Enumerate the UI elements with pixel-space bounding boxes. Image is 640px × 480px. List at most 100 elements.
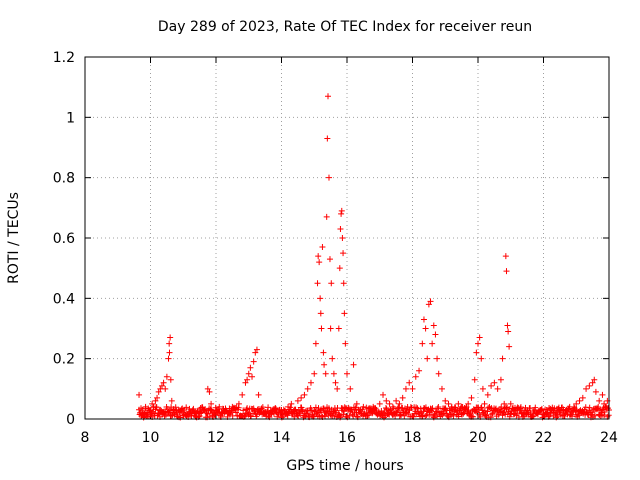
data-point xyxy=(596,397,603,404)
data-point xyxy=(530,412,537,419)
data-point xyxy=(412,373,419,380)
baseline-point xyxy=(296,409,303,416)
data-point xyxy=(409,385,416,392)
data-point xyxy=(247,364,254,371)
x-tick-label: 16 xyxy=(338,430,356,446)
data-point xyxy=(520,409,527,416)
baseline-point xyxy=(450,412,457,419)
data-point xyxy=(255,391,262,398)
baseline-point xyxy=(242,413,249,420)
data-point xyxy=(149,400,156,407)
data-point xyxy=(481,400,488,407)
data-point xyxy=(140,409,147,416)
data-point xyxy=(494,385,501,392)
baseline-point xyxy=(434,405,441,412)
data-point xyxy=(216,403,223,410)
data-point xyxy=(488,382,495,389)
data-point xyxy=(160,379,167,386)
y-tick-label: 0.8 xyxy=(53,171,75,187)
data-point xyxy=(278,406,285,413)
baseline-point xyxy=(392,408,399,415)
data-point xyxy=(232,406,239,413)
baseline-point xyxy=(568,413,575,420)
data-point xyxy=(162,385,169,392)
data-point xyxy=(504,322,511,329)
data-point xyxy=(422,325,429,332)
baseline-point xyxy=(595,403,602,410)
baseline-point xyxy=(382,404,389,411)
data-point xyxy=(479,385,486,392)
data-point xyxy=(353,400,360,407)
data-point xyxy=(553,409,560,416)
baseline-point xyxy=(325,405,332,412)
data-point xyxy=(589,379,596,386)
data-point xyxy=(320,349,327,356)
data-point xyxy=(475,340,481,347)
baseline-point xyxy=(343,413,350,420)
data-point xyxy=(511,406,518,413)
data-point xyxy=(499,355,506,362)
baseline-point xyxy=(589,409,596,416)
data-point xyxy=(275,409,282,416)
data-point xyxy=(235,400,242,407)
baseline-point xyxy=(532,404,539,411)
data-point xyxy=(138,412,145,419)
y-tick-label: 0 xyxy=(66,412,75,428)
data-point xyxy=(503,268,510,275)
data-point xyxy=(253,346,260,353)
data-point xyxy=(592,388,599,395)
baseline-point xyxy=(429,405,436,412)
data-point xyxy=(136,391,143,398)
x-tick-label: 10 xyxy=(142,430,160,446)
data-point xyxy=(434,355,441,362)
data-point xyxy=(383,397,390,404)
data-point xyxy=(563,406,570,413)
data-point xyxy=(208,400,215,407)
baseline-point xyxy=(481,407,488,414)
data-point xyxy=(242,379,249,386)
data-point xyxy=(340,250,347,257)
data-point xyxy=(566,403,573,410)
data-point xyxy=(325,174,332,181)
data-point xyxy=(307,379,314,386)
data-point xyxy=(373,406,380,413)
data-point xyxy=(166,349,173,356)
baseline-point xyxy=(435,403,442,410)
baseline-point xyxy=(487,405,494,412)
data-point xyxy=(527,409,534,416)
data-point xyxy=(420,316,427,323)
data-point xyxy=(249,373,256,380)
data-point xyxy=(150,403,157,410)
data-point xyxy=(556,406,563,413)
data-point xyxy=(147,409,154,416)
data-point xyxy=(265,412,272,419)
x-tick-label: 8 xyxy=(81,430,90,446)
data-point xyxy=(239,391,246,398)
data-point xyxy=(204,385,211,392)
data-point xyxy=(332,379,339,386)
baseline-point xyxy=(240,407,247,414)
data-point xyxy=(271,406,278,413)
data-point xyxy=(560,409,567,416)
data-point xyxy=(142,403,149,410)
data-point xyxy=(190,406,197,413)
data-point xyxy=(158,382,165,389)
data-point xyxy=(376,400,383,407)
data-point xyxy=(455,400,462,407)
data-point xyxy=(601,400,608,407)
data-point xyxy=(473,349,480,356)
data-point xyxy=(167,334,174,341)
data-point xyxy=(245,370,252,377)
data-point xyxy=(478,355,485,362)
data-point xyxy=(406,379,413,386)
data-point xyxy=(323,213,330,220)
baseline-point xyxy=(341,408,348,415)
data-point xyxy=(507,400,514,407)
data-point xyxy=(432,331,439,338)
data-point xyxy=(186,409,193,416)
data-point xyxy=(154,394,161,401)
baseline-point xyxy=(419,412,426,419)
baseline-point xyxy=(472,408,479,415)
data-point xyxy=(350,361,357,368)
baseline-point xyxy=(455,413,462,420)
